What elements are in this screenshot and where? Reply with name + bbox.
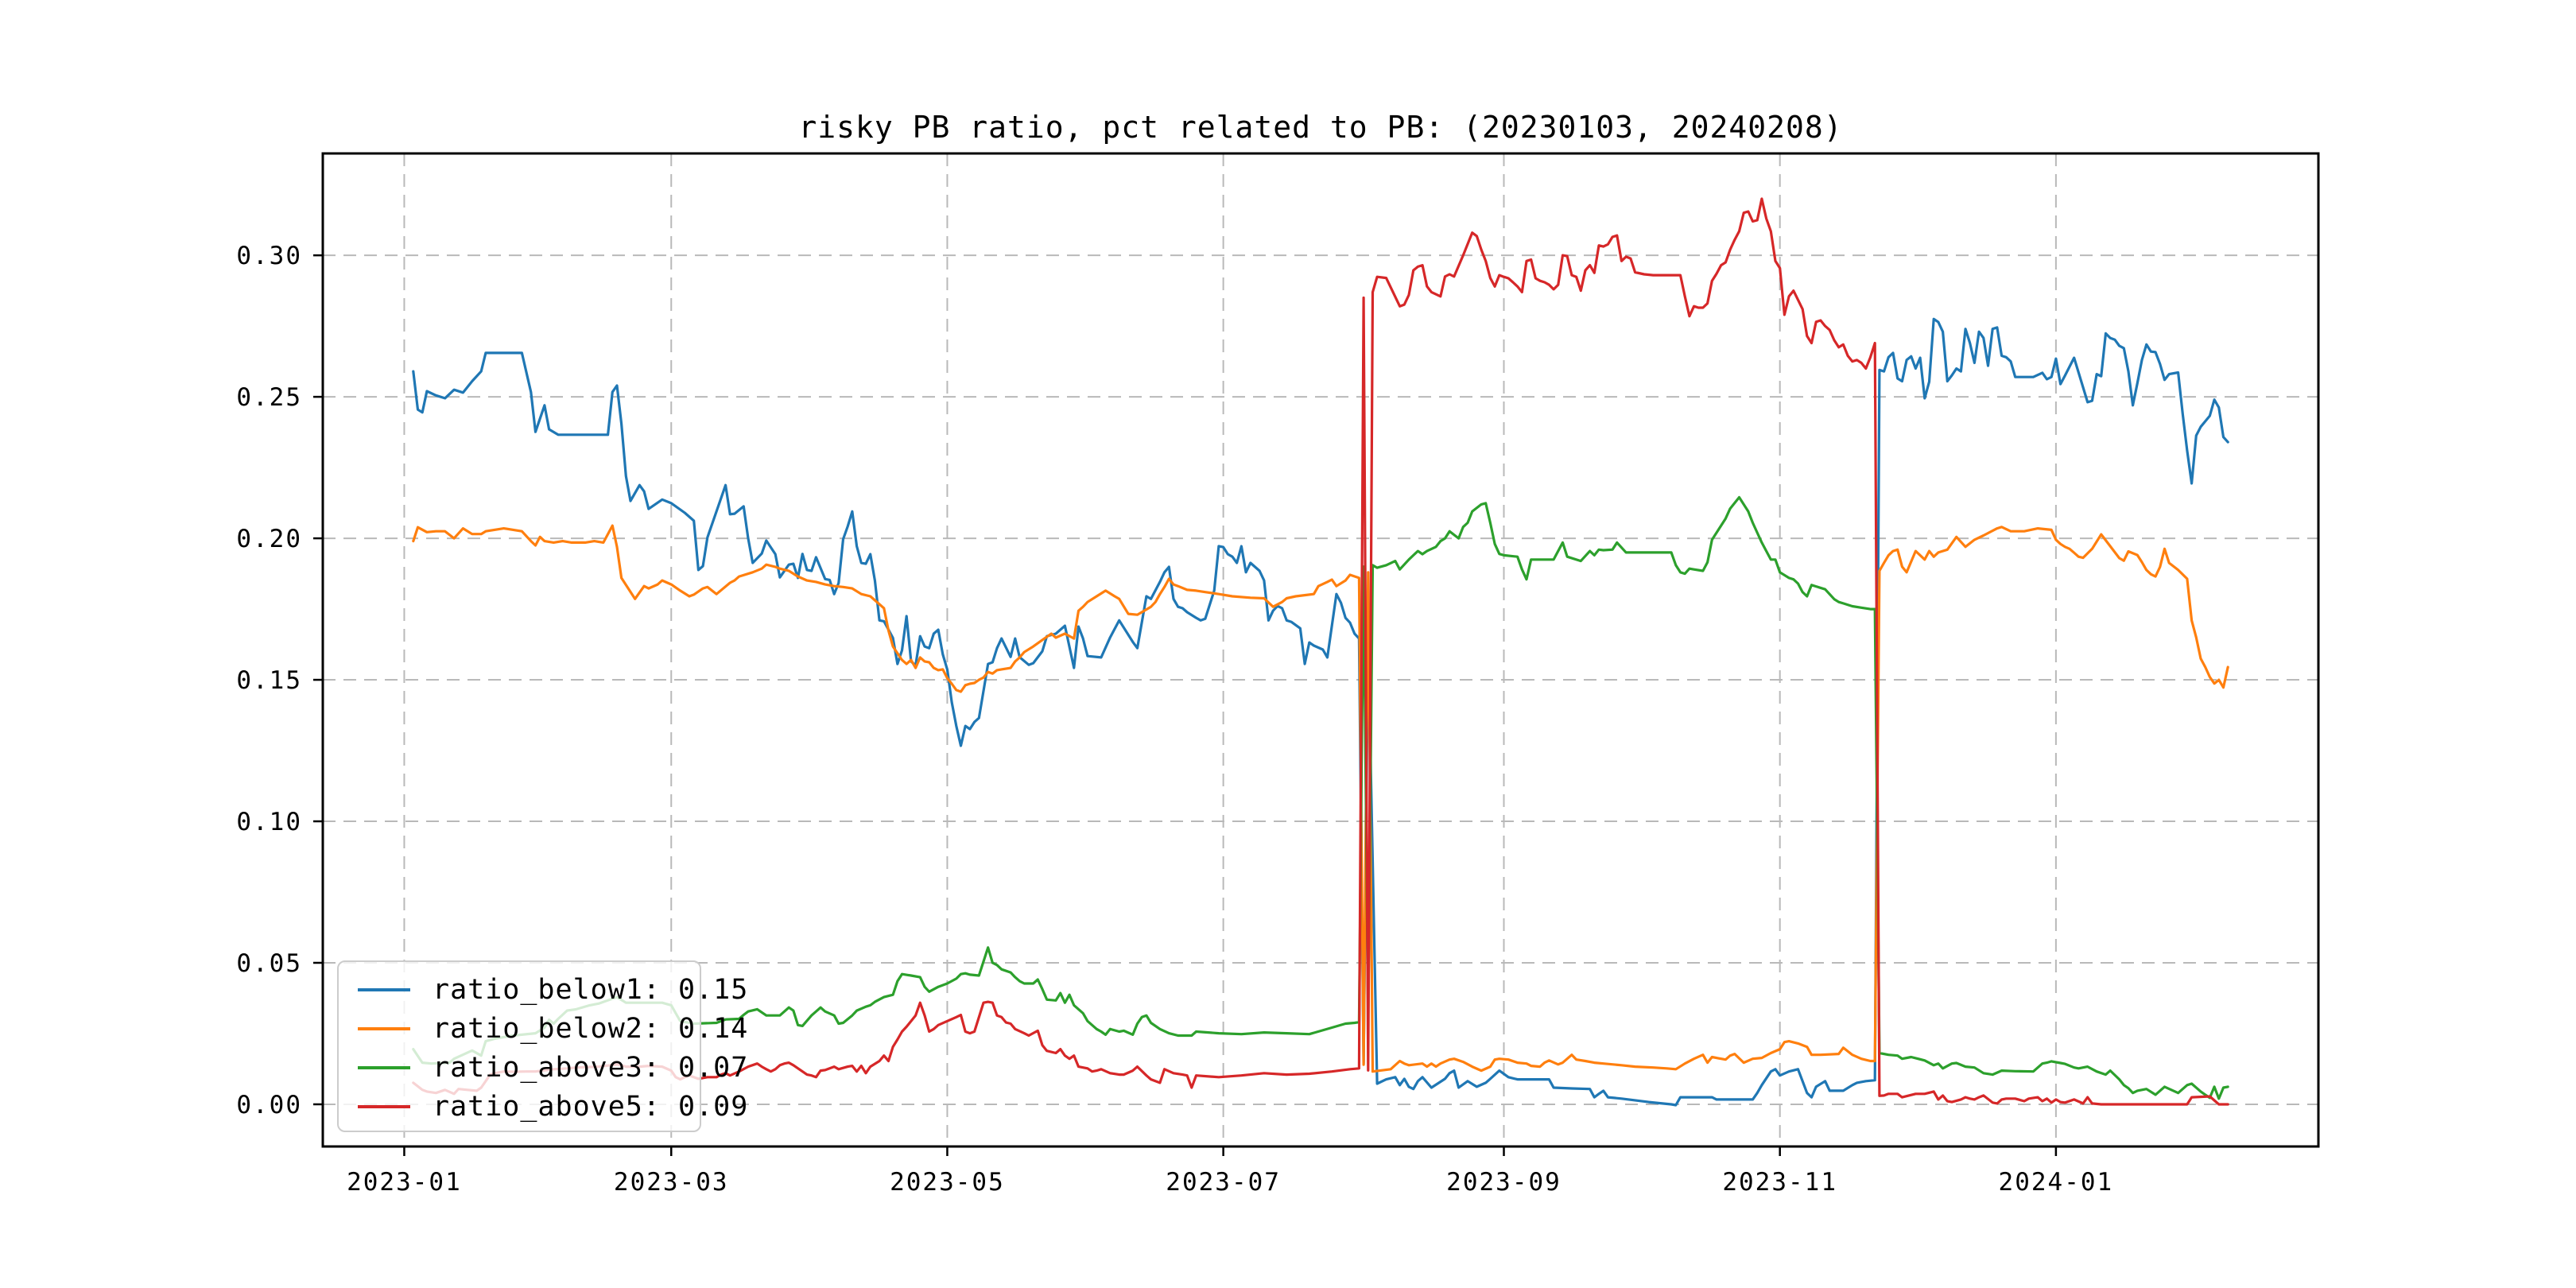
- y-tick-label: 0.25: [236, 383, 302, 412]
- x-tick-label: 2023-03: [614, 1168, 729, 1197]
- y-tick-label: 0.20: [236, 525, 302, 553]
- series-line-ratio_above5: [412, 197, 2229, 1106]
- x-tick-label: 2023-07: [1166, 1168, 1281, 1197]
- legend: ratio_below1: 0.15 ratio_below2: 0.14 ra…: [337, 960, 747, 1132]
- chart-title: risky PB ratio, pct related to PB: (2023…: [798, 110, 1843, 145]
- y-tick-label: 0.00: [236, 1091, 302, 1119]
- series-line-ratio_below2: [412, 524, 2229, 1073]
- legend-item-ratio-above5: ratio_above5: 0.09: [358, 1087, 747, 1126]
- legend-label: ratio_above3: 0.07: [433, 1051, 749, 1084]
- legend-swatch-green: [358, 1065, 410, 1069]
- y-tick-label: 0.15: [236, 666, 302, 695]
- legend-swatch-orange: [358, 1026, 410, 1030]
- legend-label: ratio_above5: 0.09: [433, 1090, 749, 1123]
- legend-item-ratio-below2: ratio_below2: 0.14: [358, 1009, 747, 1048]
- legend-item-ratio-below1: ratio_below1: 0.15: [358, 970, 747, 1009]
- series-line-ratio_above3: [412, 495, 2229, 1100]
- series-line-ratio_below1: [412, 317, 2229, 1107]
- x-tick-label: 2023-01: [347, 1168, 462, 1197]
- legend-item-ratio-above3: ratio_above3: 0.07: [358, 1048, 747, 1087]
- legend-label: ratio_below1: 0.15: [433, 973, 749, 1006]
- x-tick-label: 2023-05: [890, 1168, 1005, 1197]
- legend-swatch-red: [358, 1104, 410, 1108]
- plot-border: [321, 152, 2320, 1148]
- y-tick-label: 0.05: [236, 949, 302, 978]
- x-tick-label: 2024-01: [1999, 1168, 2114, 1197]
- legend-label: ratio_below2: 0.14: [433, 1012, 749, 1045]
- y-tick-label: 0.30: [236, 242, 302, 270]
- y-tick-label: 0.10: [236, 808, 302, 836]
- x-tick-label: 2023-09: [1446, 1168, 1562, 1197]
- legend-swatch-blue: [358, 987, 410, 991]
- x-tick-label: 2023-11: [1722, 1168, 1837, 1197]
